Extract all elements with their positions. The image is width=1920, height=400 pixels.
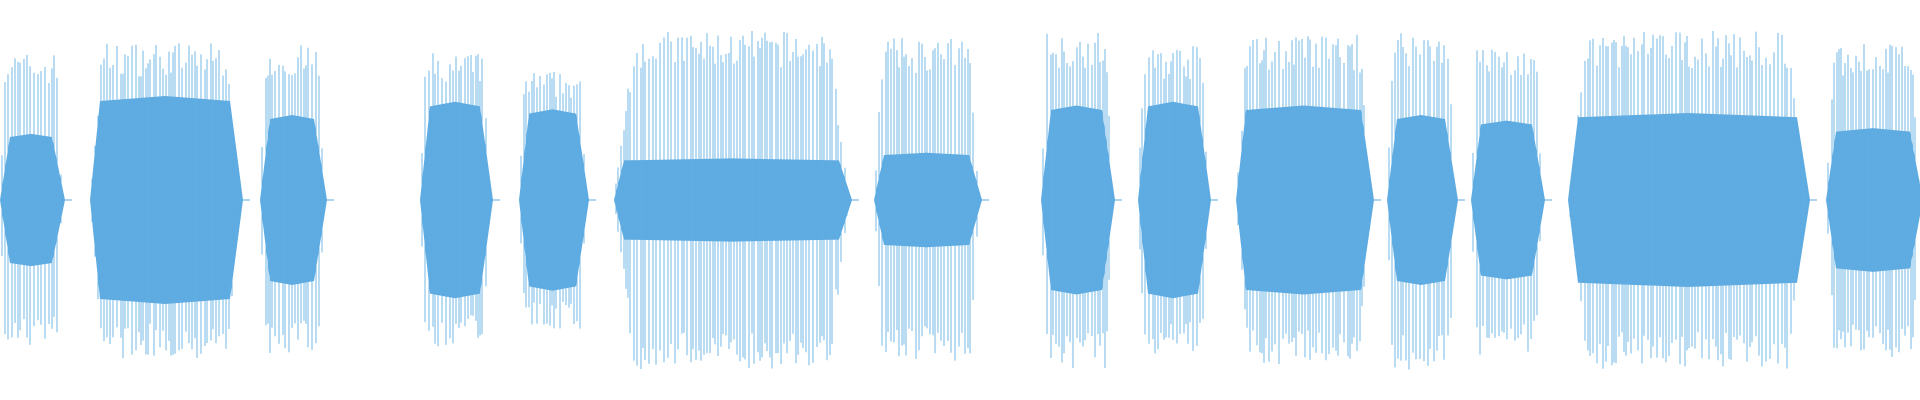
waveform-peaks [1139, 46, 1207, 354]
waveform-segment [420, 53, 500, 347]
waveform-body [1041, 105, 1115, 295]
waveform-peaks [1, 54, 62, 345]
waveform-body [0, 133, 65, 267]
waveform-peaks [91, 43, 240, 359]
waveform-body [1387, 114, 1458, 286]
waveform-peaks [1042, 33, 1110, 369]
waveform-segment [1041, 33, 1122, 369]
waveform-segment [1236, 34, 1381, 365]
waveform-segment [1826, 44, 1920, 357]
waveform-segment [614, 31, 859, 369]
waveform-segment [1471, 49, 1552, 355]
waveform-peaks [421, 53, 490, 347]
waveform-peaks [1388, 33, 1452, 370]
waveform-segment [874, 38, 989, 361]
waveform-segment [260, 45, 334, 353]
waveform-peaks [261, 45, 323, 353]
waveform-body [874, 152, 982, 248]
waveform-segment [90, 43, 250, 359]
waveform-peaks [1569, 31, 1805, 369]
waveform-peaks [520, 71, 585, 329]
waveform-peaks [615, 31, 848, 369]
waveform-peaks [1472, 49, 1541, 355]
waveform-segment [1138, 46, 1218, 354]
waveform-peaks [1827, 44, 1920, 357]
waveform-body [614, 158, 852, 242]
waveform-segment [1387, 33, 1465, 370]
waveform-body [260, 114, 327, 286]
waveform-segment [0, 54, 72, 345]
waveform-peaks [1237, 34, 1369, 365]
waveform-segment [1568, 31, 1817, 369]
waveform-segment [519, 71, 596, 329]
waveform-peaks [875, 38, 978, 361]
